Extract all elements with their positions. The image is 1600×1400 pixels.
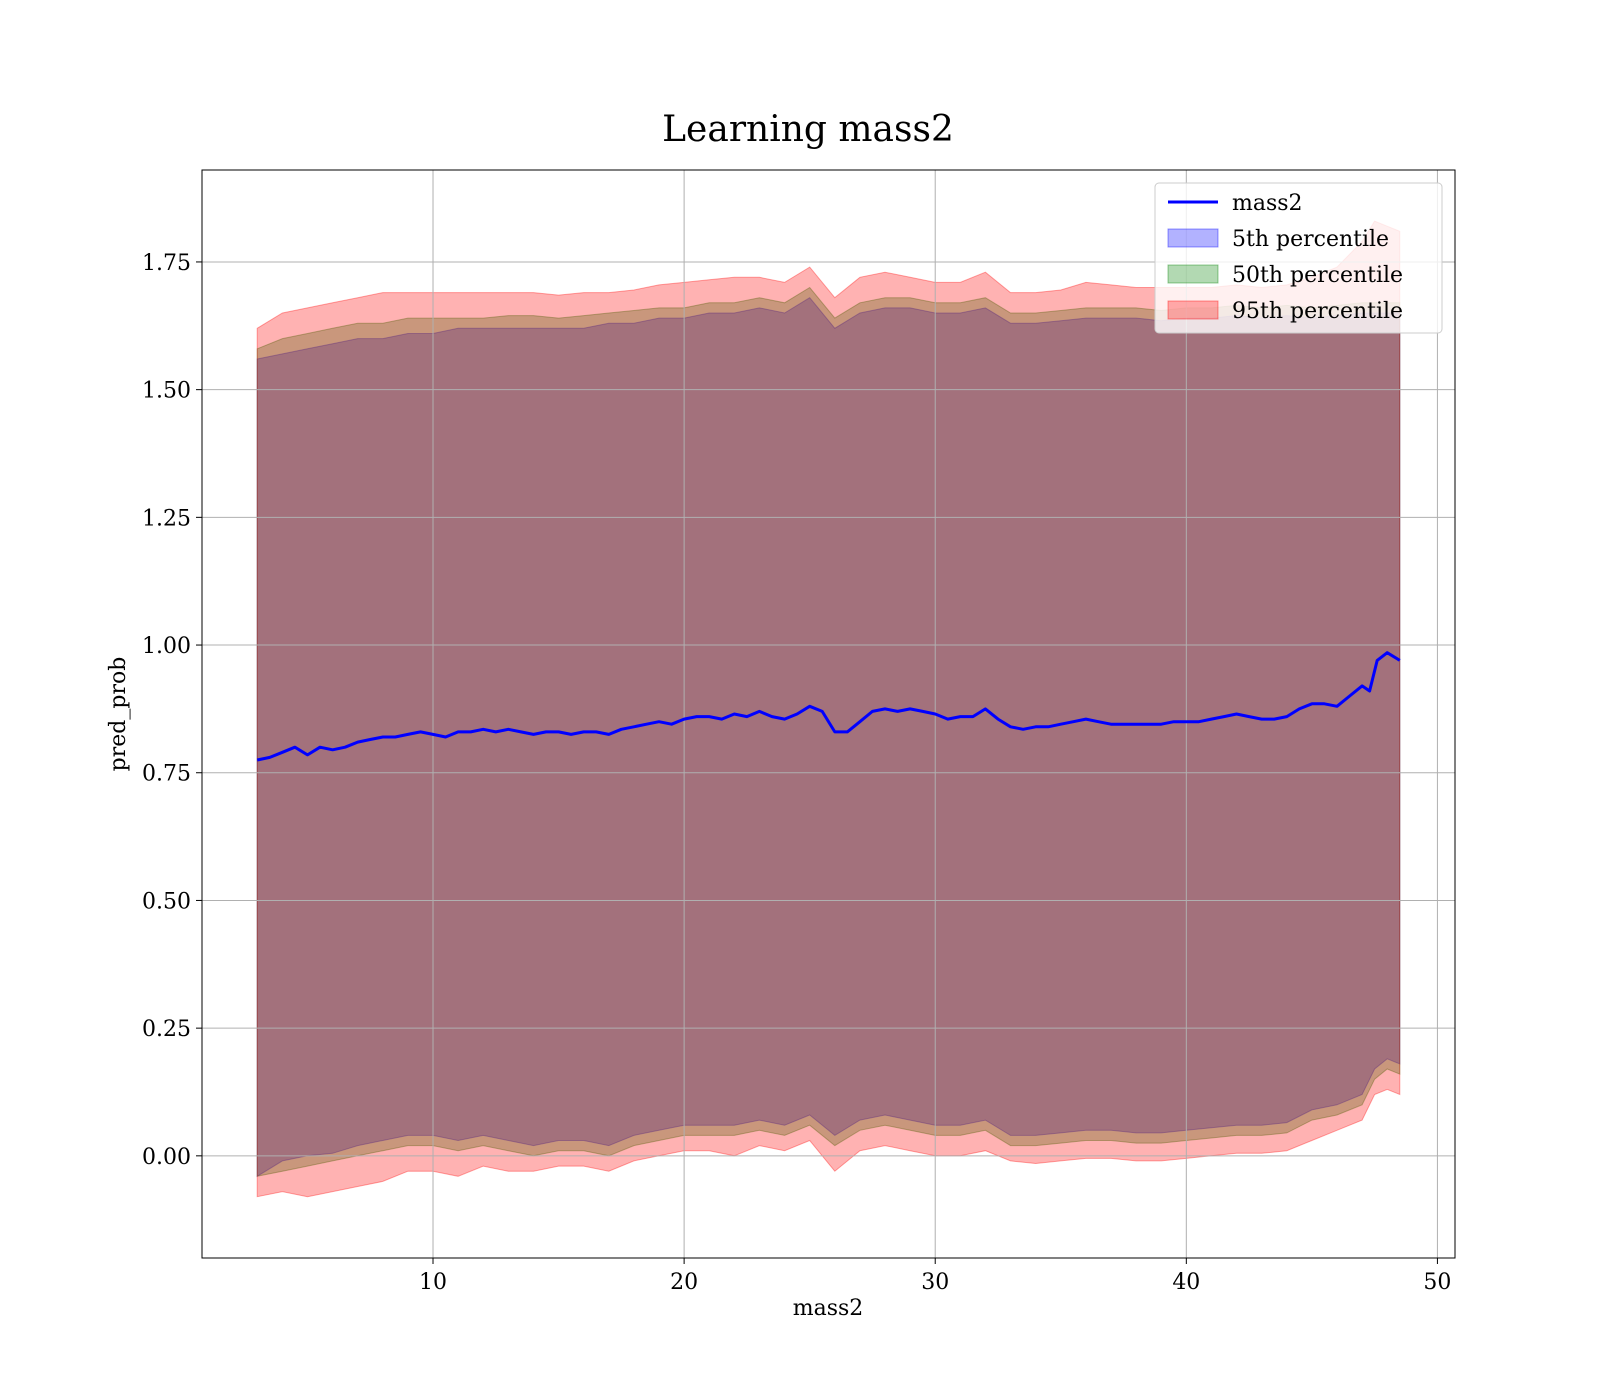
y-tick-label: 0.75 — [142, 762, 191, 787]
x-axis-label: mass2 — [793, 1296, 864, 1321]
x-tick-label: 10 — [419, 1270, 447, 1295]
legend-swatch — [1167, 264, 1219, 284]
legend-label: 50th percentile — [1232, 263, 1403, 288]
y-tick-label: 1.00 — [142, 634, 191, 659]
x-tick-label: 50 — [1423, 1270, 1451, 1295]
grid-layer — [202, 170, 1455, 1258]
bands-layer — [256, 220, 1401, 1198]
x-tick-label: 30 — [921, 1270, 949, 1295]
legend-box — [1154, 182, 1443, 334]
line-layer — [256, 651, 1401, 762]
band-3 — [256, 220, 1401, 1198]
legend-swatch — [1167, 228, 1219, 248]
y-tick-label: 0.50 — [142, 889, 191, 914]
y-axis: 0.00 0.25 0.50 0.75 1.00 1.25 1.50 1.75 — [142, 251, 202, 1170]
y-tick-label: 0.00 — [142, 1145, 191, 1170]
legend: mass2 5th percentile 50th percentile 95th p… — [1154, 182, 1443, 334]
y-tick-label: 1.25 — [142, 506, 191, 531]
legend-swatch — [1167, 300, 1219, 320]
x-axis: 10 20 30 40 50 — [419, 1258, 1451, 1295]
y-tick-label: 0.25 — [142, 1017, 191, 1042]
legend-label: mass2 — [1232, 191, 1303, 216]
band-2 — [256, 286, 1401, 1177]
plot-frame — [201, 169, 1456, 1259]
x-tick-label: 20 — [670, 1270, 698, 1295]
y-tick-label: 1.75 — [142, 251, 191, 276]
y-axis-label: pred_prob — [106, 657, 131, 772]
y-tick-label: 1.50 — [142, 379, 191, 404]
legend-label: 95th percentile — [1232, 299, 1403, 324]
legend-label: 5th percentile — [1232, 227, 1389, 252]
series-line-mass2 — [256, 651, 1401, 762]
x-tick-label: 40 — [1172, 1270, 1200, 1295]
chart-title: Learning mass2 — [662, 109, 954, 150]
